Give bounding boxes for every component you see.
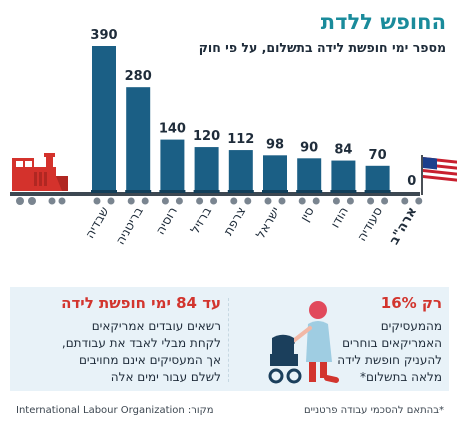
data-label: 70: [369, 148, 387, 163]
bar: [365, 165, 390, 192]
left-body-line: אך המעסיקים אינם מחויבים: [78, 353, 221, 367]
bar: [263, 155, 287, 192]
bar-coupler: [159, 190, 186, 193]
footnote: *בהתאם להסכמי עבודה פרטניים: [303, 405, 444, 416]
wheel: [196, 197, 204, 205]
bar-coupler: [296, 190, 323, 193]
wheel: [93, 197, 101, 205]
wheel: [58, 197, 66, 205]
right-body-line: להעניק חופשת לידה: [337, 353, 442, 367]
wheel: [381, 197, 389, 205]
category-label: סעודיה: [354, 204, 386, 244]
bar: [331, 160, 356, 192]
right-body: מהמעסיקים האמריקאים בוחרים להעניק חופשת …: [324, 318, 442, 386]
category-label: צרפת: [220, 204, 248, 238]
woman-icon: [290, 301, 339, 383]
wheel: [141, 197, 149, 205]
data-label: 112: [227, 132, 254, 147]
wheel: [244, 197, 252, 205]
left-body-line: לקחת מבלי לאבד את עבודתם,: [61, 336, 221, 350]
left-headline: עד 84 ימי חופשת לידה: [61, 294, 221, 312]
stroller-icon: [268, 334, 302, 384]
left-body-line: רשאים עובדים אמריקאים: [91, 319, 221, 333]
wheel: [278, 197, 286, 205]
us-flag-icon: [421, 155, 457, 195]
category-label: רוסיה: [152, 204, 180, 237]
wheel: [28, 197, 36, 205]
category-label: ברזיל: [187, 204, 214, 236]
bar-coupler: [125, 190, 152, 193]
train-engine-icon: [12, 153, 68, 191]
bar: [194, 147, 219, 192]
data-label: 84: [334, 143, 352, 158]
wheel: [332, 197, 340, 205]
data-label: 90: [300, 140, 318, 155]
wheel: [175, 197, 183, 205]
bar: [92, 46, 116, 192]
wheel: [107, 197, 115, 205]
wheel: [210, 197, 218, 205]
left-body-line: לשלם עבור ימים אלה: [110, 370, 221, 384]
data-label: 120: [193, 129, 220, 144]
bar: [228, 150, 253, 192]
wheel: [127, 197, 135, 205]
wheel: [161, 197, 169, 205]
data-label: 0: [407, 174, 416, 189]
bar-chart: 390 שבדיה 280 בריטניה 140 רוסיה 120 ברזיל 112 צרפ…: [10, 28, 457, 248]
wheel: [312, 197, 320, 205]
bar-coupler: [330, 190, 357, 193]
bar-coupler: [364, 190, 391, 193]
wheel: [415, 197, 423, 205]
wheel: [264, 197, 272, 205]
source-credit: International Labour Organization :מקור: [16, 405, 214, 416]
bar-coupler: [193, 190, 220, 193]
info-panel: [10, 287, 449, 391]
wheel: [230, 197, 238, 205]
wheel: [16, 197, 24, 205]
right-body-line: מלאה בתשלום*: [359, 370, 442, 384]
data-label: 98: [266, 137, 284, 152]
wheel: [298, 197, 306, 205]
right-body-line: מהמעסיקים: [380, 319, 442, 333]
bar-coupler: [227, 190, 254, 193]
wheel: [48, 197, 56, 205]
chart-title: החופש ללדת: [320, 10, 446, 34]
bar: [297, 158, 322, 192]
wheel: [367, 197, 375, 205]
category-label: שבדיה: [82, 204, 112, 241]
data-label: 390: [90, 28, 117, 43]
rail-line: [10, 192, 420, 196]
bar-coupler: [91, 190, 117, 193]
category-label: הודו: [327, 204, 351, 230]
right-headline: רק 16%: [380, 294, 442, 312]
bar: [160, 139, 185, 192]
right-body-line: האמריקאים בוחרים: [342, 336, 442, 350]
category-label: בריטניה: [112, 204, 146, 247]
bar-coupler: [262, 190, 288, 193]
category-label: ישראל: [253, 204, 283, 241]
category-label: סין: [297, 204, 317, 224]
wheel: [346, 197, 354, 205]
data-label: 280: [125, 69, 152, 84]
data-label: 140: [159, 122, 186, 137]
left-body: רשאים עובדים אמריקאים לקחת מבלי לאבד את …: [24, 318, 221, 386]
panel-divider: [228, 298, 230, 382]
chart-subtitle: מספר ימי חופשת לידה בתשלום, על פי חוק: [198, 40, 446, 55]
wheel: [401, 197, 409, 205]
category-label: ארה"ב: [387, 205, 420, 248]
mother-stroller-illustration: [268, 301, 339, 384]
bar: [126, 87, 151, 192]
